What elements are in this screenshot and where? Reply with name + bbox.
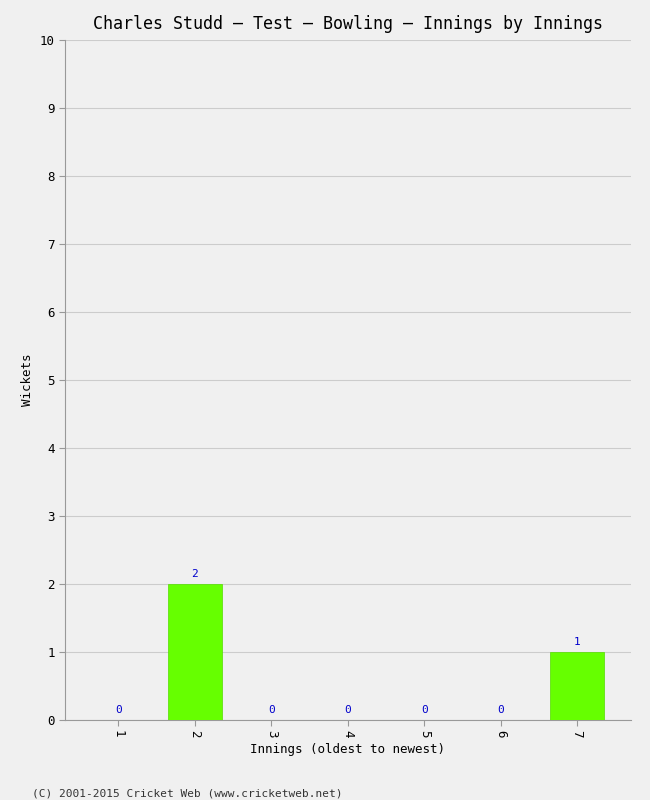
Text: 0: 0 <box>268 706 275 715</box>
X-axis label: Innings (oldest to newest): Innings (oldest to newest) <box>250 743 445 757</box>
Text: 0: 0 <box>497 706 504 715</box>
Text: 1: 1 <box>574 638 580 647</box>
Title: Charles Studd – Test – Bowling – Innings by Innings: Charles Studd – Test – Bowling – Innings… <box>93 15 603 33</box>
Text: 2: 2 <box>192 570 198 579</box>
Bar <box>168 584 222 720</box>
Y-axis label: Wickets: Wickets <box>21 354 34 406</box>
Text: 0: 0 <box>421 706 428 715</box>
Text: 0: 0 <box>115 706 122 715</box>
Text: 0: 0 <box>344 706 351 715</box>
Text: (C) 2001-2015 Cricket Web (www.cricketweb.net): (C) 2001-2015 Cricket Web (www.cricketwe… <box>32 788 343 798</box>
Bar <box>551 652 604 720</box>
